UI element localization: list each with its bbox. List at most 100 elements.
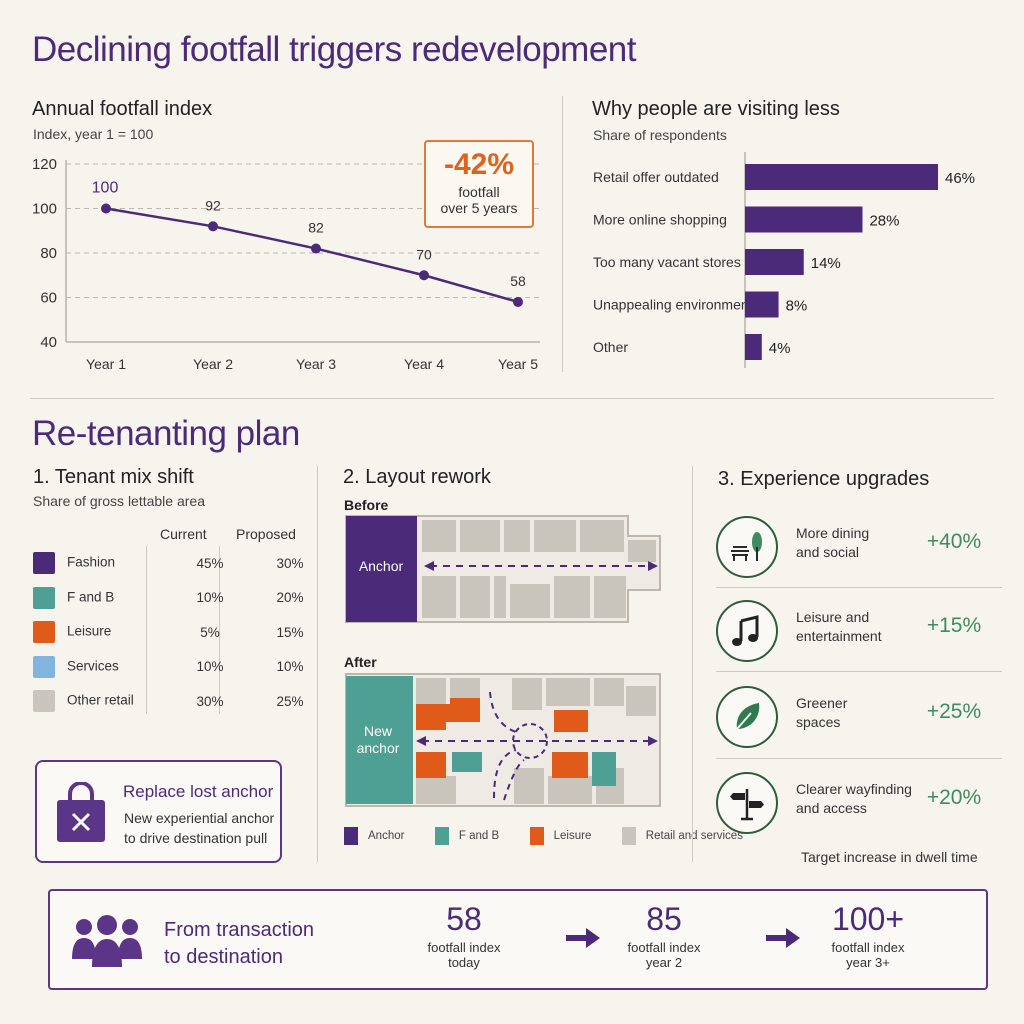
legend-label-f-and-b: F and B: [458, 830, 500, 842]
experience-footnote: Target increase in dwell time: [801, 849, 978, 865]
banner-step-today: 58 footfall index today: [402, 901, 526, 970]
tenant-swatch: [33, 586, 55, 609]
layout-title: 2. Layout rework: [343, 466, 491, 488]
tenant-mix-row: Services 10% 10%: [33, 650, 320, 685]
x-tick-label: Year 3: [296, 356, 336, 372]
bar: [745, 164, 938, 190]
arrow-right-icon: [766, 928, 800, 948]
bar-category-label: Too many vacant stores: [593, 254, 741, 270]
before-floorplan: Anchor: [345, 515, 661, 623]
music-note-icon: [716, 600, 778, 662]
new-anchor-label-1: New: [364, 723, 393, 739]
tenant-mix-row: Other retail 30% 25%: [33, 684, 320, 719]
y-tick-label: 100: [32, 201, 57, 218]
shopping-bag-icon: [57, 782, 105, 842]
anchor-label: Anchor: [359, 558, 404, 574]
banner-step-today-line2: today: [448, 955, 480, 970]
bottom-banner: From transaction to destination 58 footf…: [48, 889, 988, 990]
banner-step-today-line1: footfall index: [427, 940, 501, 955]
experience-label-dining: More dining and social: [796, 525, 870, 560]
banner-step-year2: 85 footfall index year 2: [602, 901, 726, 970]
plan-title: Re-tenanting plan: [32, 414, 300, 453]
divider-vertical-top: [562, 96, 563, 372]
experience-row-leisure: Leisure and entertainment +15%: [716, 592, 1002, 672]
legend-swatch-retail: [621, 826, 636, 845]
legend-item-anchor: Anchor: [344, 826, 405, 845]
banner-line2: to destination: [164, 946, 283, 968]
line-chart-title: Annual footfall index: [32, 98, 213, 120]
banner-step-today-value: 58: [446, 901, 482, 937]
tenant-mix-row: Fashion 45% 30%: [33, 546, 320, 581]
legend-label-anchor: Anchor: [368, 830, 405, 842]
bar-category-label: Retail offer outdated: [593, 169, 719, 185]
people-icon: [72, 915, 142, 967]
bar-category-label: Other: [593, 339, 628, 355]
experience-divider-3: [716, 758, 1002, 759]
anchor-card-title: Replace lost anchor: [123, 782, 274, 801]
banner-step-year2-line1: footfall index: [627, 940, 701, 955]
table-divider-2: [219, 546, 220, 714]
experience-row-wayfinding: Clearer wayfinding and access +20%: [716, 764, 1002, 844]
tenant-swatch: [33, 690, 55, 713]
bar-value-label: 28%: [869, 213, 899, 230]
data-point: [311, 243, 321, 254]
experience-label-wayfinding: Clearer wayfinding and access: [796, 781, 912, 816]
bar: [745, 291, 779, 318]
banner-step-year2-value: 85: [646, 901, 682, 937]
legend-item-retail: Retail and services: [621, 826, 743, 845]
tenant-mix-row: F and B 10% 20%: [33, 581, 320, 616]
tenant-label: Other retail: [67, 692, 134, 708]
x-tick-label: Year 1: [86, 356, 126, 372]
tenant-label: Fashion: [67, 554, 116, 570]
layout-legend: Anchor F and B Leisure Retail and servic…: [344, 826, 743, 845]
bar-value-label: 46%: [945, 170, 975, 187]
x-tick-label: Year 2: [193, 356, 233, 372]
after-label: After: [344, 654, 377, 670]
experience-divider-2: [716, 671, 1002, 672]
data-label: 82: [308, 220, 324, 236]
tenant-current: 10%: [196, 659, 224, 675]
bar-category-label: More online shopping: [593, 212, 727, 228]
experience-label-green: Greener spaces: [796, 695, 848, 730]
y-tick-label: 60: [40, 290, 57, 307]
bar: [745, 249, 804, 275]
tenant-mix-label-cell: Leisure: [33, 615, 160, 650]
divider-plan-1: [317, 466, 318, 862]
legend-swatch-leisure: [529, 826, 544, 845]
experience-title: 3. Experience upgrades: [718, 468, 930, 490]
kpi-box: -42% footfall over 5 years: [424, 140, 534, 228]
tenant-current: 45%: [196, 555, 224, 571]
leaf-icon: [716, 686, 778, 748]
bench-tree-icon: [716, 516, 778, 578]
tenant-current: 5%: [200, 624, 220, 640]
line-chart-subtitle: Index, year 1 = 100: [33, 126, 154, 142]
tenant-proposed: 20%: [276, 590, 304, 606]
legend-swatch-anchor: [344, 826, 358, 845]
tenant-proposed: 25%: [276, 693, 304, 709]
experience-row-dining: More dining and social +40%: [716, 508, 1002, 588]
anchor-card-line1: New experiential anchor: [124, 810, 275, 826]
table-divider-1: [146, 546, 147, 714]
bar-value-label: 14%: [811, 255, 841, 272]
experience-label-leisure: Leisure and entertainment: [796, 609, 882, 644]
legend-label-retail: Retail and services: [645, 830, 743, 842]
bar-category-label: Unappealing environment: [593, 297, 753, 313]
bar: [745, 334, 762, 360]
banner-step-year2-line2: year 2: [645, 955, 683, 970]
legend-item-leisure: Leisure: [529, 826, 592, 845]
banner-step-year3-line2: year 3+: [846, 955, 890, 970]
tenant-mix-label-cell: Fashion: [33, 546, 160, 581]
data-point: [208, 221, 218, 232]
tenant-mix-table: Fashion 45% 30% F and B 10% 20% Leisure 5% 15% Se…: [33, 546, 320, 719]
kpi-line1: footfall: [458, 184, 500, 200]
line-chart: 40 60 80 100 120 Year 1 Year 2 Year 3 Year 4 Year…: [32, 156, 540, 372]
page-title: Declining footfall triggers redevelopmen…: [32, 30, 637, 69]
banner-step-year3: 100+ footfall index year 3+: [806, 901, 930, 970]
tenant-mix-label-cell: F and B: [33, 581, 160, 616]
tenant-proposed: 15%: [276, 624, 304, 640]
bar-chart-subtitle: Share of respondents: [593, 127, 727, 143]
x-tick-label: Year 4: [404, 356, 444, 372]
legend-label-leisure: Leisure: [553, 830, 592, 842]
tenant-mix-label-cell: Other retail: [33, 684, 160, 719]
tenant-current: 30%: [196, 693, 224, 709]
